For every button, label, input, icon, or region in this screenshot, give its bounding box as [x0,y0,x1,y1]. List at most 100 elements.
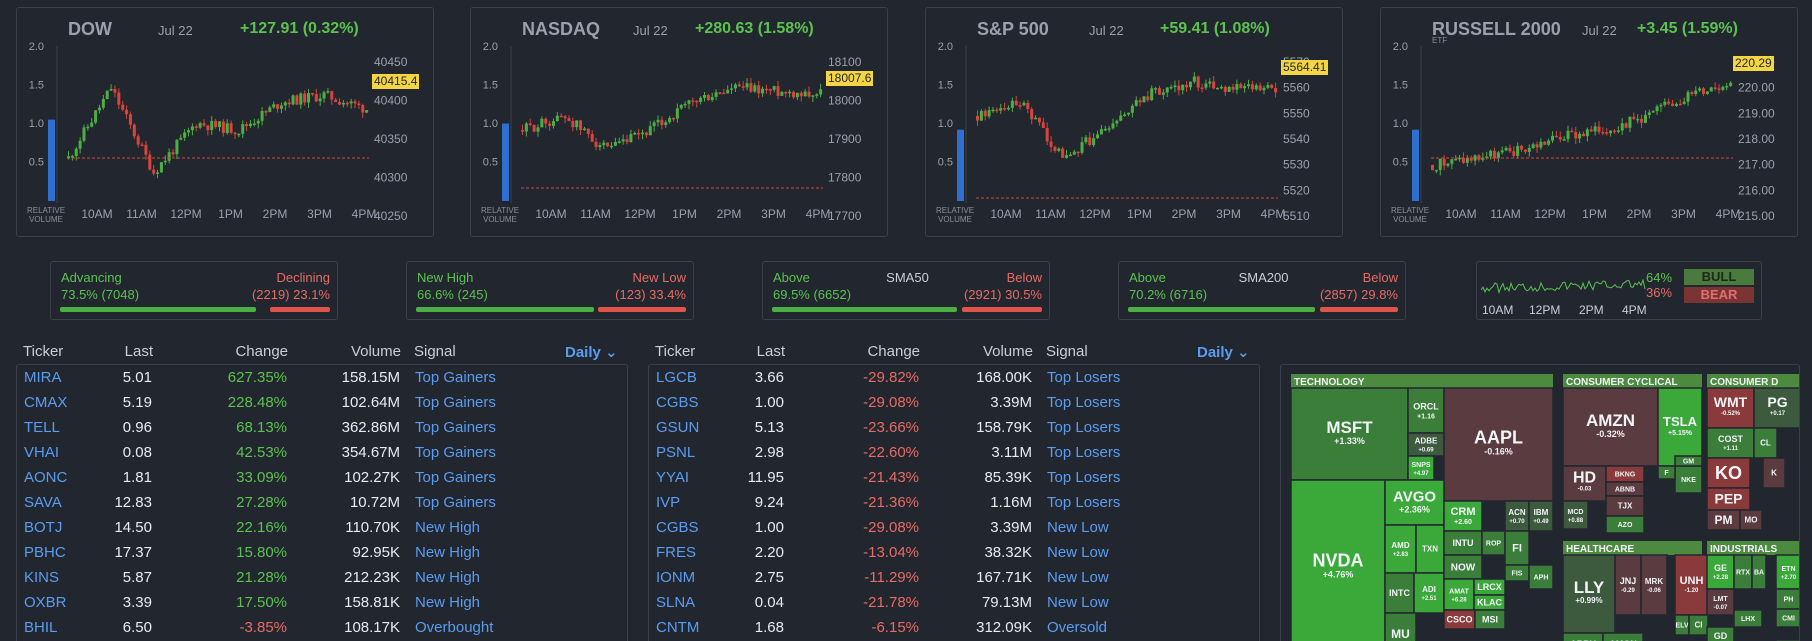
index-chart-0[interactable]: 2.0 1.5 1.0 0.5 RELATIVE VOLUME 40450 40400 4035… [16,7,434,237]
col-signal-header[interactable]: Signal [1046,343,1088,360]
heatmap-tile[interactable]: NVDA+4.76% [1290,479,1386,641]
col-change-header[interactable]: Change [235,343,288,360]
heatmap-tile[interactable]: FIS [1504,564,1530,582]
heatmap-tile[interactable]: ETN +2.70 [1775,554,1800,590]
heatmap-tile[interactable]: MO [1739,509,1763,531]
heatmap-tile[interactable]: PH [1775,588,1800,610]
ticker-link[interactable]: MIRA [24,369,62,386]
table-row[interactable]: LGCB 3.66 -29.82% 168.00K Top Losers [649,365,1259,390]
table-row[interactable]: CNTM 1.68 -6.15% 312.09K Oversold [649,615,1259,640]
heatmap-tile[interactable]: FI [1504,530,1530,566]
table-row[interactable]: PBHC 17.37 15.80% 92.95K New High [17,540,627,565]
col-ticker-header[interactable]: Ticker [655,343,696,360]
table-row[interactable]: MIRA 5.01 627.35% 158.15M Top Gainers [17,365,627,390]
heatmap-tile[interactable]: ROP [1481,530,1506,556]
table-row[interactable]: IVP 9.24 -21.36% 1.16M Top Losers [649,490,1259,515]
heatmap-tile[interactable]: TXN [1415,524,1445,574]
ticker-link[interactable]: KINS [24,569,60,586]
heatmap-tile[interactable]: ADBE +0.69 [1407,432,1445,457]
signal-link[interactable]: New Low [1047,569,1109,586]
ticker-link[interactable]: OXBR [24,594,67,611]
heatmap-tile[interactable]: ADI +2.51 [1413,572,1445,614]
index-chart-2[interactable]: 2.01.51.00.5RELATIVEVOLUME55705560555055… [925,7,1343,237]
table-row[interactable]: CGBS 1.00 -29.08% 3.39M New Low [649,515,1259,540]
table-row[interactable]: GSUN 5.13 -23.66% 158.79K Top Losers [649,415,1259,440]
heatmap-tile[interactable]: ORCL +1.16 [1407,387,1445,434]
heatmap-tile[interactable]: MRK -0.06 [1640,554,1668,616]
heatmap-tile[interactable]: KLAC [1473,594,1506,611]
table-row[interactable]: PSNL 2.98 -22.60% 3.11M Top Losers [649,440,1259,465]
ticker-link[interactable]: PSNL [656,444,696,461]
heatmap-tile[interactable]: CI [1688,614,1709,636]
signal-link[interactable]: Top Losers [1047,494,1121,511]
signal-link[interactable]: Top Gainers [415,369,496,386]
ticker-link[interactable]: CGBS [656,519,699,536]
heatmap-tile[interactable]: AMZN-0.32% [1562,387,1659,467]
heatmap-tile[interactable]: AMD +2.83 [1384,524,1417,574]
table-row[interactable]: IONM 2.75 -11.29% 167.71K New Low [649,565,1259,590]
table-row[interactable]: YYAI 11.95 -21.43% 85.39K Top Losers [649,465,1259,490]
heatmap-tile[interactable]: AAPL-0.16% [1443,387,1554,502]
heatmap-tile[interactable]: CRM+2.60 [1443,500,1483,532]
signal-link[interactable]: New Low [1047,519,1109,536]
signal-link[interactable]: New Low [1047,544,1109,561]
table-row[interactable]: KINS 5.87 21.28% 212.23K New High [17,565,627,590]
signal-link[interactable]: Top Losers [1047,369,1121,386]
heatmap-tile[interactable]: ABBV [1562,632,1604,641]
signal-link[interactable]: Top Gainers [415,469,496,486]
table-row[interactable]: OXBR 3.39 17.50% 158.81K New High [17,590,627,615]
signal-link[interactable]: Top Losers [1047,444,1121,461]
heatmap-tile[interactable]: UNH-1.20 [1674,554,1709,616]
col-volume-header[interactable]: Volume [350,343,401,360]
table-row[interactable]: CGBS 1.00 -29.08% 3.39M Top Losers [649,390,1259,415]
ticker-link[interactable]: BOTJ [24,519,63,536]
heatmap-tile[interactable]: PM [1706,509,1741,531]
index-chart-3[interactable]: 2.01.51.00.5RELATIVEVOLUME221.00220.0021… [1380,7,1798,237]
index-chart-1[interactable]: 2.0 1.5 1.0 0.5 RELATIVE VOLUME 18100 18000 1790… [470,7,888,237]
heatmap-tile[interactable]: COST +1.11 [1706,427,1755,459]
heatmap-tile[interactable]: TJX [1605,495,1645,517]
ticker-link[interactable]: PBHC [24,544,66,561]
signal-link[interactable]: Top Losers [1047,394,1121,411]
heatmap-tile[interactable]: ACN +0.70 [1504,500,1530,532]
ticker-link[interactable]: BHIL [24,619,58,636]
period-dropdown[interactable]: Daily ⌄ [565,344,618,361]
heatmap-tile[interactable]: AVGO+2.36% [1384,479,1445,526]
ticker-link[interactable]: GSUN [656,419,700,436]
ticker-link[interactable]: LGCB [656,369,697,386]
heatmap-tile[interactable]: SNPS +4.97 [1407,455,1435,481]
heatmap-tile[interactable]: GM [1674,455,1703,467]
heatmap-tile[interactable]: GE +2.28 [1706,554,1735,590]
table-row[interactable]: SLNA 0.04 -21.78% 79.13M New Low [649,590,1259,615]
heatmap-tile[interactable]: CMI [1775,608,1800,628]
heatmap-tile[interactable]: K [1762,457,1786,489]
ticker-link[interactable]: YYAI [656,469,690,486]
signal-link[interactable]: New High [415,594,481,611]
heatmap-tile[interactable]: ELV [1674,614,1690,636]
col-signal-header[interactable]: Signal [414,343,456,360]
signal-link[interactable]: New High [415,544,481,561]
signal-link[interactable]: Overbought [415,619,494,636]
table-row[interactable]: FRES 2.20 -13.04% 38.32K New Low [649,540,1259,565]
period-dropdown[interactable]: Daily ⌄ [1197,344,1250,361]
ticker-link[interactable]: CGBS [656,394,699,411]
signal-link[interactable]: New Low [1047,594,1109,611]
heatmap-tile[interactable]: ABNB [1605,481,1645,497]
ticker-link[interactable]: AONC [24,469,68,486]
signal-link[interactable]: Top Gainers [415,444,496,461]
heatmap-tile[interactable]: PG+0.17 [1753,387,1800,429]
heatmap-tile[interactable]: F [1657,465,1676,480]
heatmap-tile[interactable]: AMGN [1602,632,1644,641]
heatmap-tile[interactable]: INTC [1384,572,1415,614]
heatmap-tile[interactable]: MSFT+1.33% [1290,387,1409,481]
heatmap-tile[interactable]: LMT -0.07 [1706,588,1735,616]
signal-link[interactable]: Top Gainers [415,419,496,436]
heatmap-tile[interactable]: INTU [1443,530,1483,556]
heatmap-tile[interactable]: KO [1706,457,1751,489]
heatmap-tile[interactable]: RTX [1733,554,1753,590]
col-last-header[interactable]: Last [756,343,785,360]
col-last-header[interactable]: Last [124,343,153,360]
heatmap-tile[interactable]: LRCX [1473,578,1506,596]
heatmap-tile[interactable]: MU [1384,612,1417,641]
heatmap-tile[interactable]: APH [1528,564,1554,590]
